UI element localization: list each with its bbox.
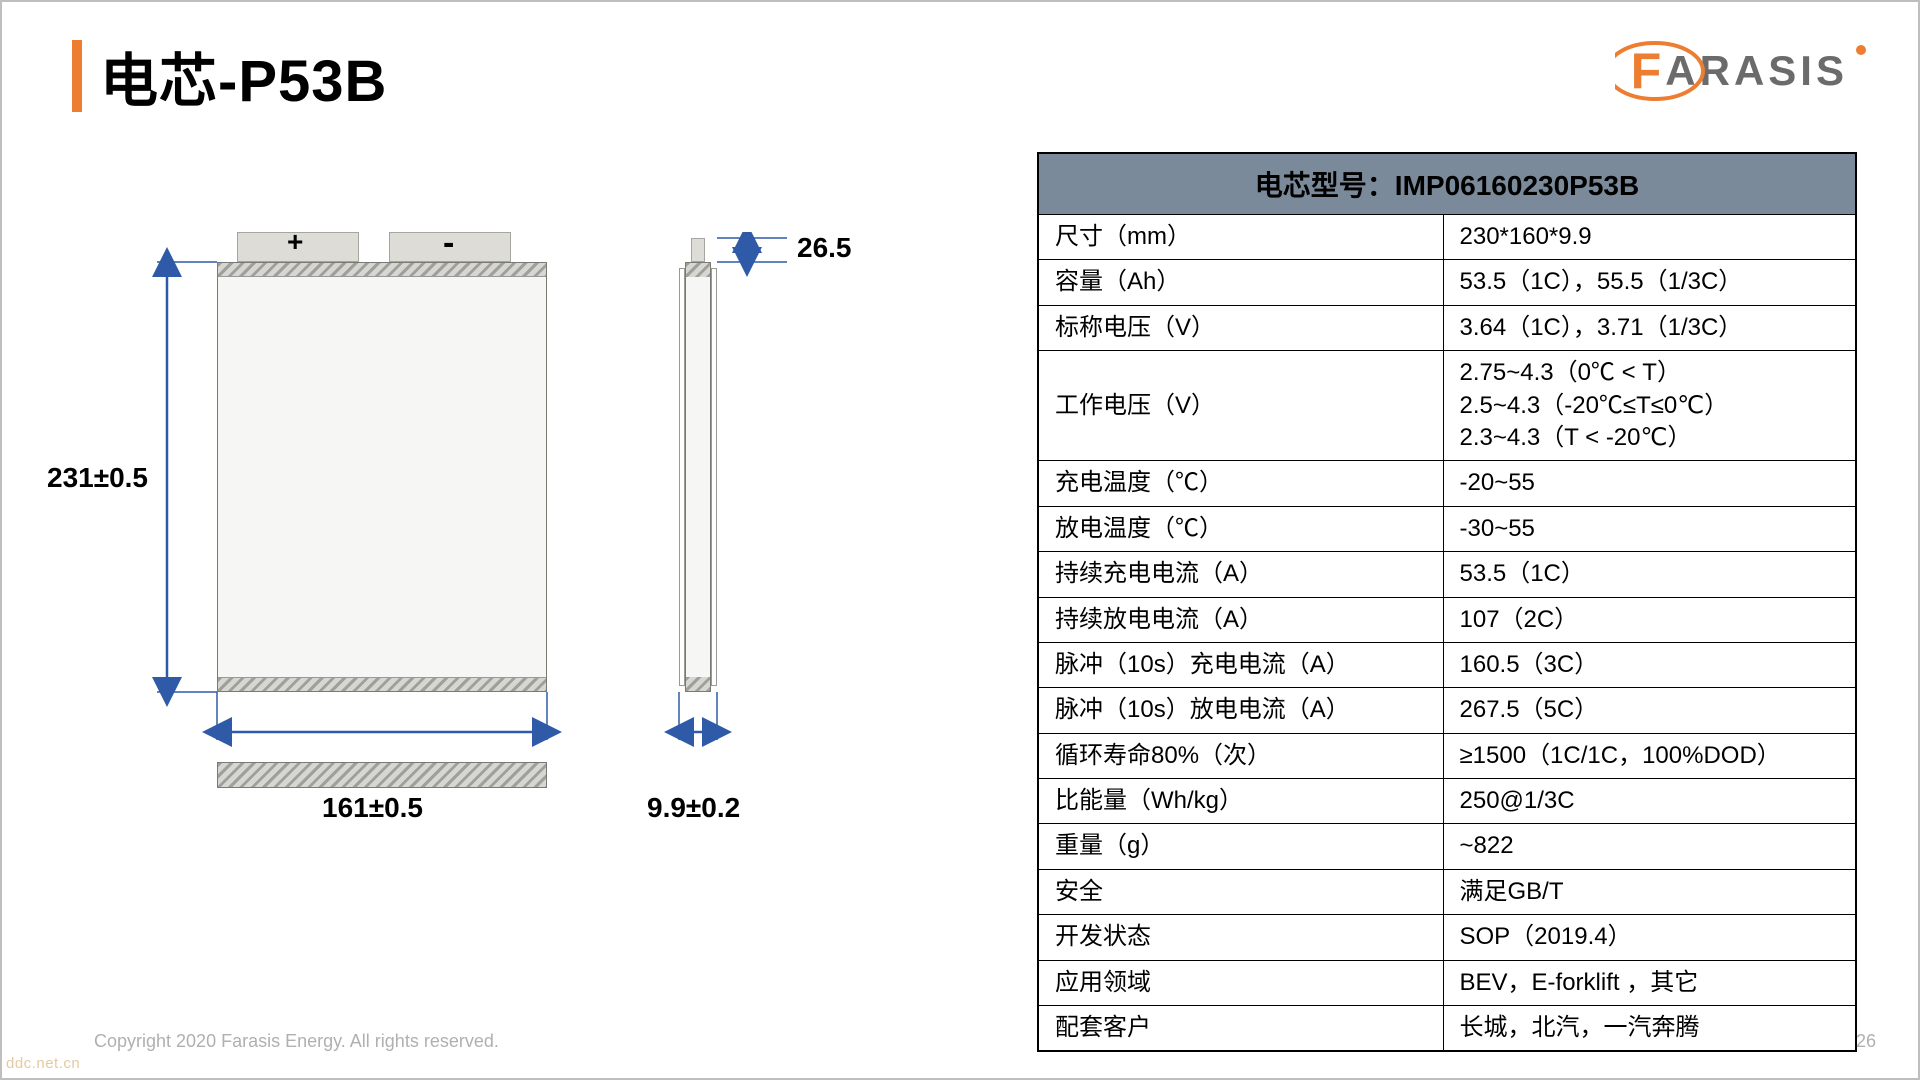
spec-key: 充电温度（℃） [1038,461,1443,506]
table-row: 持续充电电流（A）53.5（1C） [1038,552,1856,597]
spec-value: -30~55 [1443,506,1856,551]
spec-value: 长城，北汽，一汽奔腾 [1443,1006,1856,1052]
copyright-text: Copyright 2020 Farasis Energy. All right… [94,1031,499,1052]
title-accent-bar [72,40,82,112]
table-row: 标称电压（V）3.64（1C），3.71（1/3C） [1038,305,1856,350]
spec-key: 应用领域 [1038,960,1443,1005]
spec-table: 电芯型号：IMP06160230P53B 尺寸（mm）230*160*9.9容量… [1037,152,1857,1052]
spec-key: 持续充电电流（A） [1038,552,1443,597]
table-row: 尺寸（mm）230*160*9.9 [1038,215,1856,260]
spec-value: 满足GB/T [1443,869,1856,914]
spec-key: 脉冲（10s）放电电流（A） [1038,688,1443,733]
spec-value: -20~55 [1443,461,1856,506]
slide-title: 电芯-P53B [72,34,387,118]
table-row: 充电温度（℃）-20~55 [1038,461,1856,506]
table-row: 重量（g）~822 [1038,824,1856,869]
table-row: 放电温度（℃）-30~55 [1038,506,1856,551]
slide: 电芯-P53B FARASIS + - [0,0,1920,1080]
spec-key: 标称电压（V） [1038,305,1443,350]
spec-key: 重量（g） [1038,824,1443,869]
spec-value: 250@1/3C [1443,779,1856,824]
spec-value: 160.5（3C） [1443,642,1856,687]
dim-height-label: 231±0.5 [47,462,148,494]
spec-key: 尺寸（mm） [1038,215,1443,260]
table-row: 工作电压（V）2.75~4.3（0℃ < T）2.5~4.3（-20℃≤T≤0℃… [1038,351,1856,461]
table-row: 开发状态SOP（2019.4） [1038,915,1856,960]
spec-key: 脉冲（10s）充电电流（A） [1038,642,1443,687]
dim-side-top-label: 26.5 [797,232,852,264]
spec-value: 53.5（1C），55.5（1/3C） [1443,260,1856,305]
spec-value: BEV，E-forklift ，其它 [1443,960,1856,1005]
logo-ellipse-icon [1615,36,1875,106]
watermark-text: ddc.net.cn [6,1055,80,1072]
dimension-overlay [87,232,907,912]
spec-value: 3.64（1C），3.71（1/3C） [1443,305,1856,350]
spec-value: 107（2C） [1443,597,1856,642]
table-row: 比能量（Wh/kg）250@1/3C [1038,779,1856,824]
page-number: 26 [1856,1031,1876,1052]
table-row: 脉冲（10s）放电电流（A）267.5（5C） [1038,688,1856,733]
table-row: 配套客户长城，北汽，一汽奔腾 [1038,1006,1856,1052]
title-text: 电芯-P53B [100,34,387,118]
spec-value: 230*160*9.9 [1443,215,1856,260]
table-row: 安全满足GB/T [1038,869,1856,914]
spec-value: ≥1500（1C/1C，100%DOD） [1443,733,1856,778]
table-row: 容量（Ah）53.5（1C），55.5（1/3C） [1038,260,1856,305]
spec-value: 2.75~4.3（0℃ < T）2.5~4.3（-20℃≤T≤0℃）2.3~4.… [1443,351,1856,461]
spec-key: 放电温度（℃） [1038,506,1443,551]
table-header: 电芯型号：IMP06160230P53B [1038,153,1856,215]
dim-width-label: 161±0.5 [322,792,423,824]
cell-dimension-diagram: + - [87,232,907,912]
table-row: 持续放电电流（A）107（2C） [1038,597,1856,642]
spec-value: 267.5（5C） [1443,688,1856,733]
spec-key: 循环寿命80%（次） [1038,733,1443,778]
table-row: 应用领域BEV，E-forklift ，其它 [1038,960,1856,1005]
spec-value: SOP（2019.4） [1443,915,1856,960]
spec-value: ~822 [1443,824,1856,869]
table-row: 循环寿命80%（次）≥1500（1C/1C，100%DOD） [1038,733,1856,778]
brand-logo: FARASIS [1631,42,1848,100]
spec-key: 配套客户 [1038,1006,1443,1052]
spec-key: 开发状态 [1038,915,1443,960]
spec-value: 53.5（1C） [1443,552,1856,597]
spec-key: 持续放电电流（A） [1038,597,1443,642]
dim-side-width-label: 9.9±0.2 [647,792,740,824]
spec-key: 安全 [1038,869,1443,914]
spec-key: 比能量（Wh/kg） [1038,779,1443,824]
table-row: 脉冲（10s）充电电流（A）160.5（3C） [1038,642,1856,687]
spec-key: 工作电压（V） [1038,351,1443,461]
spec-key: 容量（Ah） [1038,260,1443,305]
